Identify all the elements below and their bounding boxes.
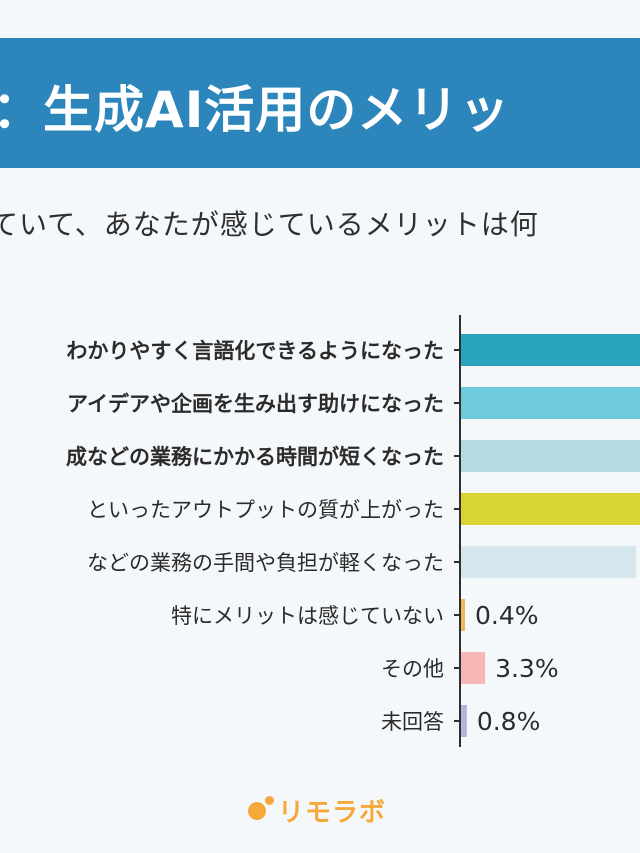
- bar-chart: わかりやすく言語化できるようになったアイデアや企画を生み出す助けになった成などの…: [66, 315, 640, 747]
- value-label: 0.8%: [477, 707, 541, 736]
- title-banner: [0, 38, 640, 168]
- category-label: アイデアや企画を生み出す助けになった: [67, 392, 444, 416]
- page-title: ：生成AI活用のメリッ: [0, 81, 511, 139]
- bar: [461, 493, 640, 525]
- brand-logo: リモラボ: [248, 792, 386, 829]
- category-label: 特にメリットは感じていない: [171, 604, 444, 628]
- category-label: などの業務の手間や負担が軽くなった: [87, 551, 444, 575]
- logo-text: リモラボ: [278, 798, 387, 828]
- bar: [461, 599, 465, 631]
- bar: [461, 652, 486, 684]
- bar: [461, 334, 640, 366]
- category-label: その他: [381, 657, 444, 681]
- question-text: ていて、あなたが感じているメリットは何: [0, 208, 539, 241]
- bar: [461, 387, 640, 419]
- bar: [461, 705, 467, 737]
- category-label: わかりやすく言語化できるようになった: [66, 339, 444, 363]
- logo-mark-icon: [248, 795, 274, 820]
- bar: [461, 440, 640, 472]
- value-label: 3.3%: [495, 654, 559, 683]
- category-label: 成などの業務にかかる時間が短くなった: [66, 445, 444, 469]
- bar: [461, 546, 636, 578]
- value-label: 0.4%: [475, 601, 539, 630]
- category-label: といったアウトプットの質が上がった: [87, 498, 444, 522]
- category-label: 未回答: [381, 710, 444, 734]
